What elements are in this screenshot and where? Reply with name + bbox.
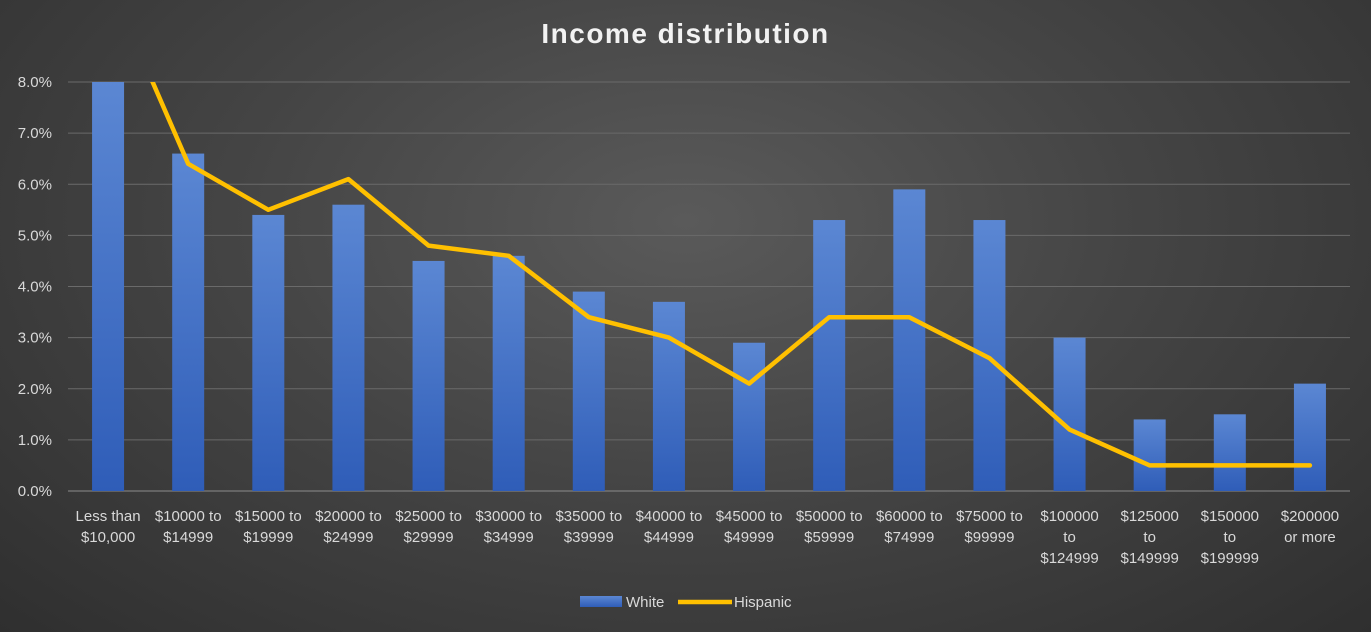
x-tick-label: $200000 or more [1281,508,1339,546]
hispanic-series-line-layer [150,82,1313,468]
x-tick-label: $15000 to $19999 [235,508,302,546]
y-tick-label: 4.0% [18,279,52,296]
bar-white [652,301,685,491]
y-tick-label: 6.0% [18,176,52,193]
x-tick-label: $25000 to $29999 [395,508,462,546]
x-tick-label: $60000 to $74999 [876,508,943,546]
x-axis: Less than $10,000 $10000 to $14999 $15000 to… [76,508,1340,567]
chart-title: Income distribution [541,18,830,49]
x-tick-label: $10000 to $14999 [155,508,222,546]
y-tick-label: 0.0% [18,483,52,500]
x-tick-label: $35000 to $39999 [555,508,622,546]
y-axis: 0.0% 1.0% 2.0% 3.0% 4.0% 5.0% 6.0% 7.0% 8.0% [18,74,52,500]
x-tick-label: $20000 to $24999 [315,508,382,546]
bar-white [1293,383,1326,491]
y-tick-label: 8.0% [18,74,52,91]
x-tick-label: Less than $10,000 [76,508,141,546]
y-tick-label: 5.0% [18,227,52,244]
bar-white [813,220,846,491]
x-tick-label: $100000 to $124999 [1040,508,1098,567]
x-tick-label: $50000 to $59999 [796,508,863,546]
white-series-bars [92,82,1326,492]
legend-label-white: White [626,594,664,611]
bar-white [92,82,125,491]
bar-white [1213,414,1246,491]
bar-white [172,153,205,491]
line-hispanic [150,82,1313,468]
bar-white [893,189,926,492]
x-tick-label: $40000 to $44999 [636,508,703,546]
bar-white [572,291,605,491]
y-tick-label: 2.0% [18,381,52,398]
legend: White Hispanic [580,594,792,611]
bar-white [1053,337,1086,491]
legend-label-hispanic: Hispanic [734,594,792,611]
y-tick-label: 3.0% [18,330,52,347]
x-tick-label: $150000 to $199999 [1201,508,1259,567]
bar-white [1133,419,1166,491]
bar-white [412,260,445,491]
bar-white [492,255,525,491]
bar-white [332,204,365,491]
y-tick-label: 7.0% [18,125,52,142]
legend-swatch-white [580,596,622,607]
x-tick-label: $45000 to $49999 [716,508,783,546]
x-tick-label: $75000 to $99999 [956,508,1023,546]
bar-white [252,214,285,492]
bar-white [973,220,1006,491]
x-tick-label: $30000 to $34999 [475,508,542,546]
y-tick-label: 1.0% [18,432,52,449]
bar-white [733,342,766,491]
x-tick-label: $125000 to $149999 [1120,508,1178,567]
